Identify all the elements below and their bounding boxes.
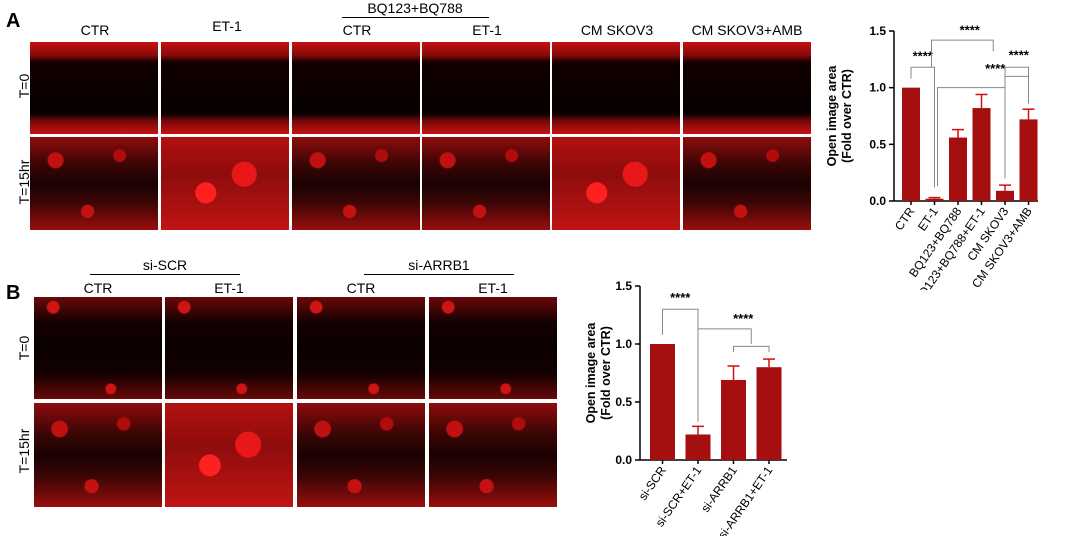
bar-5 bbox=[1019, 119, 1038, 201]
micrograph-a-t15-ctr bbox=[30, 137, 158, 230]
x-tick-label-0: si-SCR bbox=[636, 463, 669, 502]
col-label-b-2: CTR bbox=[346, 280, 376, 296]
group-label-si-scr: si-SCR bbox=[142, 257, 188, 273]
y-axis-label-1: (Fold over CTR) bbox=[840, 69, 854, 163]
panel-a-label: A bbox=[6, 10, 21, 32]
group-label-si-arrb1: si-ARRB1 bbox=[408, 257, 470, 273]
y-tick-label-1: 0.5 bbox=[869, 137, 886, 151]
y-axis-label-0: Open image area bbox=[825, 65, 839, 167]
y-tick-label-3: 1.5 bbox=[615, 279, 632, 293]
col-label-a-2: CTR bbox=[342, 22, 372, 38]
x-tick-label-0: CTR bbox=[892, 204, 918, 233]
group-line-si-arrb1 bbox=[364, 274, 514, 275]
panel-b-label: B bbox=[6, 282, 21, 304]
col-label-a-3: ET-1 bbox=[472, 22, 502, 38]
micrograph-b-t0-arrb1-ctr bbox=[297, 297, 425, 399]
bar-chart-b: 0.0 0.5 1.0 1.5 Open image area (Fold over CT… bbox=[584, 279, 787, 536]
sig-label-1: **** bbox=[960, 22, 981, 37]
micrograph-a-t15-bq-et1 bbox=[422, 137, 550, 230]
col-label-b-3: ET-1 bbox=[478, 280, 508, 296]
bar-1 bbox=[685, 434, 711, 460]
micrograph-b-t0-scr-ctr bbox=[34, 297, 162, 399]
y-tick-label-0: 0.0 bbox=[615, 453, 632, 467]
y-axis-label-1: (Fold over CTR) bbox=[599, 326, 613, 420]
bar-0 bbox=[650, 344, 675, 460]
y-tick-label-2: 1.0 bbox=[869, 81, 886, 95]
group-label-bq: BQ123+BQ788 bbox=[367, 0, 463, 16]
row-label-b-1: T=15hr bbox=[16, 428, 32, 474]
group-line-si-scr bbox=[90, 274, 240, 275]
micrograph-a-t0-bq-et1 bbox=[422, 42, 550, 134]
col-label-a-4: CM SKOV3 bbox=[580, 22, 654, 38]
bar-2 bbox=[721, 379, 746, 460]
micrograph-a-t0-skov3 bbox=[552, 42, 680, 134]
sig-bracket-3 bbox=[1004, 66, 1029, 179]
col-label-a-1: ET-1 bbox=[212, 18, 242, 34]
micrograph-a-t0-et1 bbox=[161, 42, 289, 134]
sig-label-2: **** bbox=[985, 61, 1006, 76]
group-line-bq bbox=[342, 17, 489, 18]
micrograph-b-t15-arrb1-et1 bbox=[429, 403, 557, 507]
y-tick-label-2: 1.0 bbox=[615, 337, 632, 351]
y-tick-label-0: 0.0 bbox=[869, 194, 886, 208]
col-label-b-1: ET-1 bbox=[214, 280, 244, 296]
micrograph-a-t0-skov3-amb bbox=[683, 42, 811, 134]
bar-chart-a: 0.0 0.5 1.0 1.5 Open image area (Fold over CT… bbox=[825, 22, 1038, 290]
micrograph-a-t15-bq-ctr bbox=[292, 137, 420, 230]
sig-bracket-1 bbox=[931, 39, 994, 68]
y-tick-label-1: 0.5 bbox=[615, 395, 632, 409]
col-label-a-0: CTR bbox=[80, 22, 110, 38]
bar-3 bbox=[972, 108, 991, 201]
micrograph-b-t15-scr-et1 bbox=[165, 403, 293, 507]
sig-bracket-b-1 bbox=[698, 328, 770, 353]
sig-bracket-0 bbox=[910, 66, 935, 188]
sig-label-0: **** bbox=[913, 48, 934, 63]
bar-4 bbox=[996, 190, 1014, 201]
y-axis-label-0: Open image area bbox=[584, 322, 598, 424]
micrograph-a-t15-skov3-amb bbox=[683, 137, 811, 230]
micrograph-a-t0-ctr bbox=[30, 42, 158, 134]
bar-1 bbox=[925, 198, 944, 201]
bar-0 bbox=[902, 87, 920, 201]
micrograph-a-t15-skov3 bbox=[552, 137, 680, 230]
bar-2 bbox=[949, 137, 967, 201]
sig-label-b-0: **** bbox=[670, 290, 691, 305]
micrograph-a-t0-bq-ctr bbox=[292, 42, 420, 134]
micrograph-b-t0-arrb1-et1 bbox=[429, 297, 557, 399]
micrograph-a-t15-et1 bbox=[161, 137, 289, 230]
sig-label-3: **** bbox=[1009, 47, 1030, 62]
row-label-b-0: T=0 bbox=[16, 335, 32, 361]
col-label-a-5: CM SKOV3+AMB bbox=[691, 22, 803, 38]
micrograph-b-t0-scr-et1 bbox=[165, 297, 293, 399]
micrograph-b-t15-scr-ctr bbox=[34, 403, 162, 507]
y-tick-label-3: 1.5 bbox=[869, 24, 886, 38]
bar-3 bbox=[756, 367, 782, 460]
sig-bracket-b-0 bbox=[662, 308, 699, 422]
micrograph-b-t15-arrb1-ctr bbox=[297, 403, 425, 507]
col-label-b-0: CTR bbox=[83, 280, 113, 296]
sig-label-b-1: **** bbox=[733, 311, 754, 326]
